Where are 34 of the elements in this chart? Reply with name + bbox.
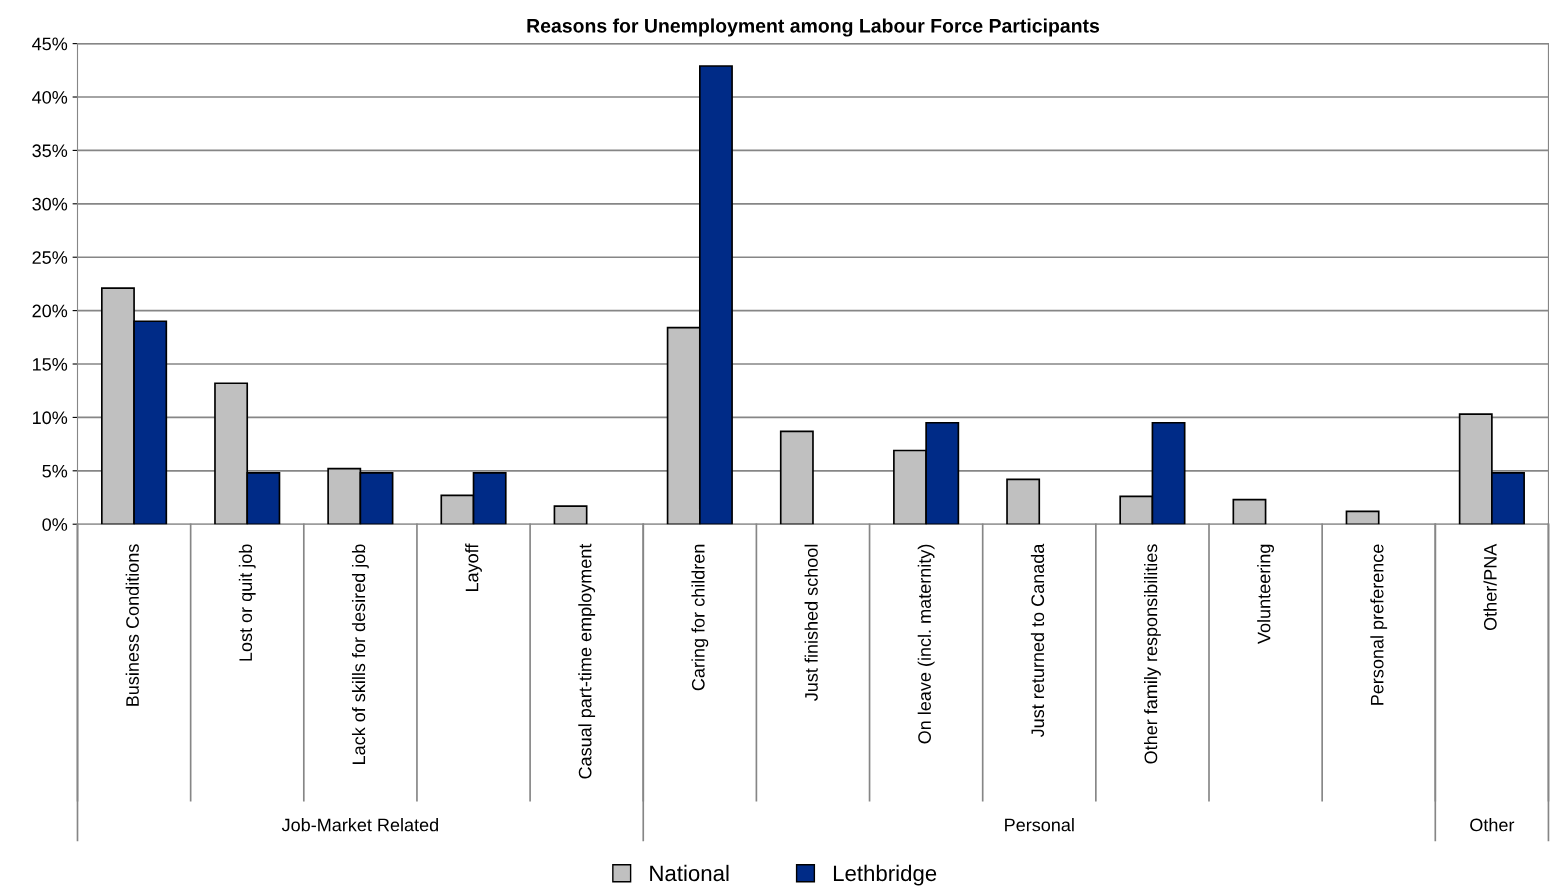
x-tick-label: Just finished school — [804, 544, 818, 701]
legend-label: National — [650, 864, 729, 882]
bar — [1345, 510, 1380, 525]
chart-title: Reasons for Unemployment among Labour Force Participants — [527, 18, 1100, 37]
y-tick-label: 5% — [42, 464, 68, 478]
bar — [553, 505, 588, 525]
x-tick-label: Casual part-time employment — [578, 543, 596, 779]
y-tick-label: 35% — [32, 144, 68, 158]
y-tick-label: 10% — [33, 411, 68, 425]
x-tick-label: Other/PNA — [1483, 543, 1497, 631]
bar — [1006, 478, 1041, 525]
x-tick-label: Personal preference — [1370, 544, 1388, 705]
bar — [1232, 498, 1267, 525]
y-tick-label: 30% — [32, 197, 68, 211]
legend-label: Lethbridge — [833, 864, 937, 886]
x-tick-label: Just returned to Canada — [1030, 543, 1045, 738]
x-tick-label: Caring for children — [691, 544, 709, 691]
text: Personal — [1005, 818, 1074, 832]
x-tick-label: Business Conditions — [125, 544, 139, 706]
x-tick-label: Layoff — [465, 543, 482, 592]
y-tick-label: 20% — [32, 304, 68, 318]
x-tick-label: Volunteering — [1257, 544, 1274, 644]
y-tick-label: 0% — [42, 518, 68, 531]
bar — [779, 430, 814, 525]
x-tick-label: Other family responsibilities — [1144, 544, 1161, 764]
y-tick-label: 40% — [32, 90, 68, 104]
text: Other — [1470, 818, 1515, 832]
x-tick-label: Lost or quit job — [238, 544, 256, 661]
y-tick-label: 45% — [32, 37, 68, 51]
y-tick-label: 25% — [32, 251, 68, 264]
y-tick-label: 15% — [33, 358, 68, 371]
x-tick-label: Lack of skills for desired job — [351, 544, 369, 764]
text: Job-Market Related — [281, 818, 438, 832]
x-tick-label: On leave (incl. maternity) — [917, 544, 935, 744]
